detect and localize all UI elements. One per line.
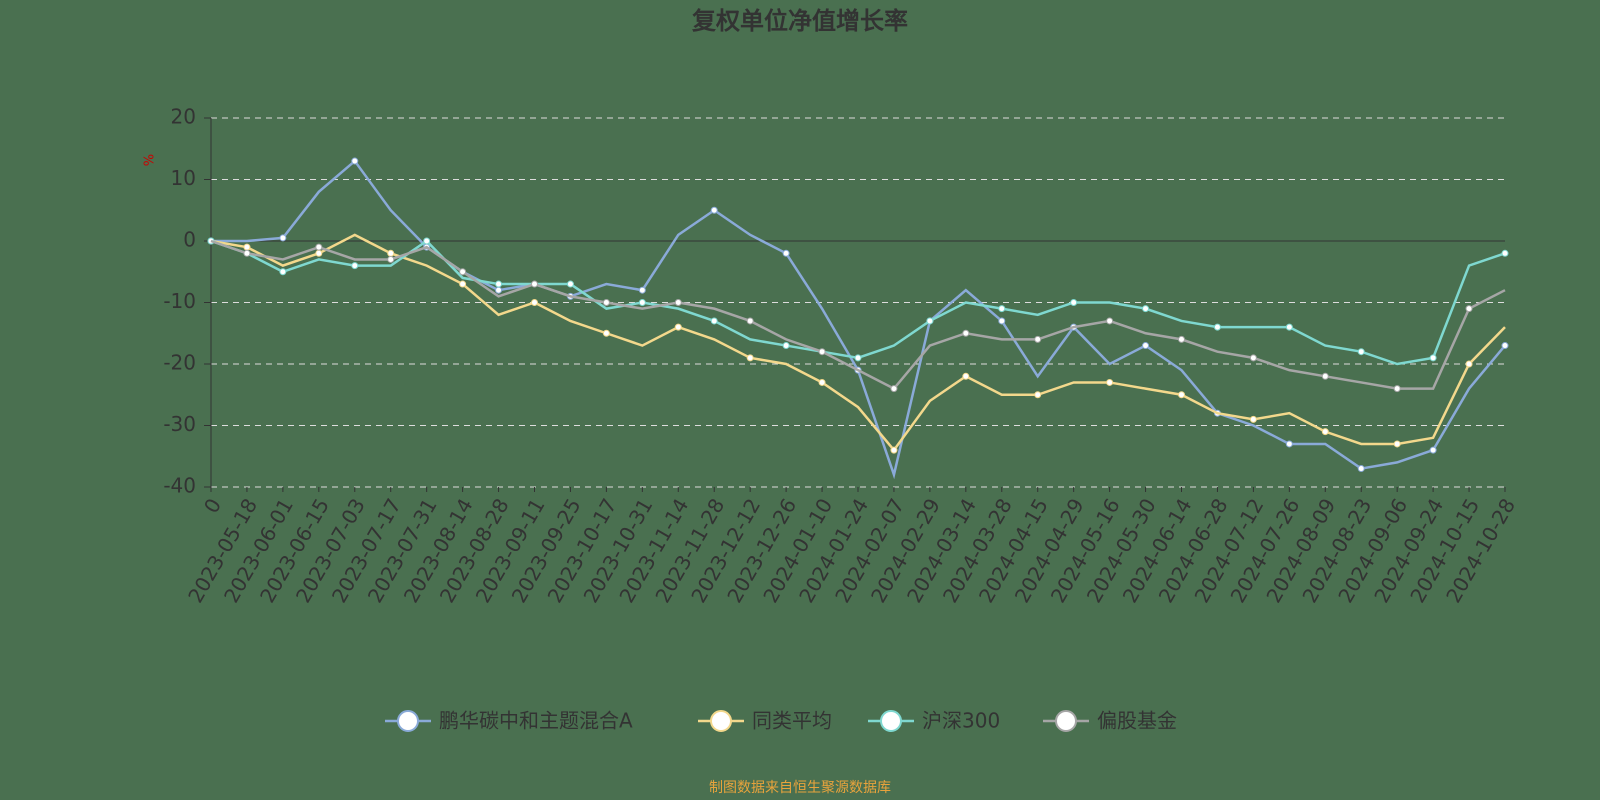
point-marker xyxy=(1142,342,1150,350)
y-tick-label: -40 xyxy=(163,474,196,498)
legend-label: 同类平均 xyxy=(752,709,832,733)
point-marker xyxy=(1106,378,1114,386)
point-marker xyxy=(1142,305,1150,313)
point-marker xyxy=(674,323,682,331)
point-marker xyxy=(495,286,503,294)
series-line xyxy=(211,159,1506,480)
chart-title: 复权单位净值增长率 xyxy=(691,7,908,35)
point-marker xyxy=(531,299,538,306)
point-marker xyxy=(998,317,1006,325)
point-marker xyxy=(1501,342,1509,350)
point-marker xyxy=(1321,372,1329,380)
point-marker xyxy=(926,317,934,325)
point-marker xyxy=(602,299,610,306)
point-marker xyxy=(998,305,1006,313)
point-marker xyxy=(674,299,682,306)
legend-marker xyxy=(1055,710,1077,732)
point-marker xyxy=(566,280,574,288)
point-marker xyxy=(387,255,395,263)
y-tick-label: 10 xyxy=(171,166,196,190)
point-marker xyxy=(1465,360,1473,368)
legend-item: 鹏华碳中和主题混合A xyxy=(385,709,633,733)
point-marker xyxy=(1393,385,1401,393)
point-marker xyxy=(1106,317,1114,325)
y-axis-label: % xyxy=(143,154,158,166)
point-marker xyxy=(243,249,251,257)
point-marker xyxy=(782,249,790,257)
point-marker xyxy=(315,243,323,251)
point-marker xyxy=(1178,335,1185,343)
point-marker xyxy=(1178,391,1185,399)
point-marker xyxy=(351,157,359,165)
point-marker xyxy=(279,234,287,242)
point-marker xyxy=(495,280,503,288)
legend-item: 偏股基金 xyxy=(1043,709,1177,733)
point-marker xyxy=(1357,348,1365,356)
point-marker xyxy=(387,249,395,257)
point-marker xyxy=(315,249,323,257)
y-tick-label: 20 xyxy=(171,105,196,129)
point-marker xyxy=(1429,354,1437,362)
point-marker xyxy=(531,280,538,288)
point-marker xyxy=(818,378,826,386)
point-marker xyxy=(710,206,718,214)
point-marker xyxy=(1393,440,1401,448)
point-marker xyxy=(351,262,359,270)
point-marker xyxy=(279,268,287,276)
point-marker xyxy=(423,237,431,245)
point-marker xyxy=(602,329,610,337)
point-marker xyxy=(1465,305,1473,313)
point-marker xyxy=(782,342,790,350)
point-marker xyxy=(459,268,467,276)
y-tick-label: 0 xyxy=(183,228,196,252)
x-tick-label: 0 xyxy=(199,494,226,517)
point-marker xyxy=(710,317,718,325)
point-marker xyxy=(1034,391,1042,399)
point-marker xyxy=(962,329,970,337)
series-line xyxy=(210,233,1506,453)
legend-label: 偏股基金 xyxy=(1097,709,1177,733)
point-marker xyxy=(1285,323,1293,331)
legend-label: 鹏华碳中和主题混合A xyxy=(439,709,633,733)
point-marker xyxy=(1285,440,1293,448)
y-tick-label: -20 xyxy=(163,351,196,375)
legend-marker xyxy=(397,710,419,732)
y-tick-label: -30 xyxy=(163,412,196,436)
point-marker xyxy=(1034,335,1042,343)
legend-marker xyxy=(880,710,902,732)
legend-item: 沪深300 xyxy=(868,709,1000,733)
point-marker xyxy=(1321,428,1329,436)
legend-label: 沪深300 xyxy=(922,709,1000,733)
series-line xyxy=(210,239,1506,391)
point-marker xyxy=(1249,354,1257,362)
point-marker xyxy=(1501,249,1509,257)
point-marker xyxy=(746,354,754,362)
point-marker xyxy=(638,286,646,294)
point-marker xyxy=(1429,446,1437,454)
point-marker xyxy=(1213,323,1221,331)
point-marker xyxy=(818,348,826,356)
point-marker xyxy=(746,317,754,325)
legend-item: 同类平均 xyxy=(698,709,832,733)
point-marker xyxy=(638,299,646,306)
point-marker xyxy=(890,446,898,454)
source-note: 制图数据来自恒生聚源数据库 xyxy=(709,780,891,796)
y-tick-label: -10 xyxy=(163,289,196,313)
legend-marker xyxy=(710,710,732,732)
point-marker xyxy=(1070,299,1078,306)
point-marker xyxy=(854,354,862,362)
point-marker xyxy=(890,385,898,393)
point-marker xyxy=(962,372,970,380)
point-marker xyxy=(243,243,251,251)
point-marker xyxy=(1357,465,1365,473)
point-marker xyxy=(1249,415,1257,423)
point-marker xyxy=(459,280,467,288)
